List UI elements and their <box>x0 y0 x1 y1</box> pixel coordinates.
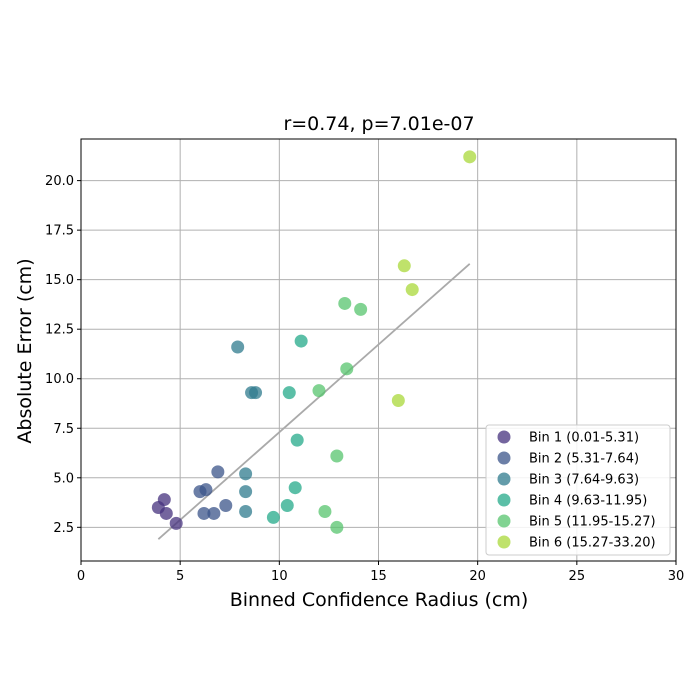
y-tick-label: 5.0 <box>53 471 74 486</box>
data-point-bin-3 <box>249 386 263 400</box>
y-tick-label: 2.5 <box>53 521 74 536</box>
data-point-bin-3 <box>231 340 245 354</box>
data-point-bin-1 <box>157 493 171 507</box>
legend-marker <box>497 514 511 528</box>
x-tick-label: 30 <box>668 569 685 584</box>
data-point-bin-1 <box>169 516 183 530</box>
legend-box <box>485 424 671 556</box>
chart-title: r=0.74, p=7.01e-07 <box>283 113 474 135</box>
x-tick-label: 15 <box>370 569 387 584</box>
data-point-bin-5 <box>354 302 368 316</box>
data-point-bin-4 <box>280 499 294 513</box>
plot-area: 0 5 10 15 20 25 30 2.5 5.0 7.5 10.0 12.5 15.0 17.5 20.… <box>45 138 685 584</box>
data-point-bin-4 <box>294 334 308 348</box>
data-point-bin-4 <box>266 510 280 524</box>
x-tick-label: 20 <box>469 569 486 584</box>
data-point-bin-4 <box>290 433 304 447</box>
data-point-bin-3 <box>239 485 253 499</box>
legend-marker <box>497 430 511 444</box>
y-tick-label: 7.5 <box>53 422 74 437</box>
data-point-bin-5 <box>330 520 344 534</box>
data-point-bin-2 <box>199 483 213 497</box>
x-tick-label: 10 <box>271 569 288 584</box>
legend-marker <box>497 535 511 549</box>
data-point-bin-5 <box>330 449 344 463</box>
y-axis-label: Absolute Error (cm) <box>14 258 36 443</box>
data-point-bin-5 <box>338 296 352 310</box>
legend-label: Bin 6 (15.27-33.20) <box>529 536 656 551</box>
data-point-bin-6 <box>463 150 477 164</box>
data-point-bin-5 <box>318 504 332 518</box>
y-tick-label: 20.0 <box>45 174 74 189</box>
data-point-bin-2 <box>211 465 225 479</box>
data-point-bin-6 <box>391 394 405 408</box>
data-point-bin-4 <box>282 386 296 400</box>
data-point-bin-4 <box>288 481 302 495</box>
x-tick-label: 25 <box>569 569 586 584</box>
legend-marker <box>497 493 511 507</box>
x-tick-label: 5 <box>176 569 184 584</box>
legend-label: Bin 5 (11.95-15.27) <box>529 515 656 530</box>
x-axis-label: Binned Confidence Radius (cm) <box>230 589 529 611</box>
data-point-bin-2 <box>207 506 221 520</box>
y-tick-label: 17.5 <box>45 224 74 239</box>
data-point-bin-2 <box>197 506 211 520</box>
legend-marker <box>497 472 511 486</box>
data-point-bin-3 <box>239 504 253 518</box>
legend-label: Bin 1 (0.01-5.31) <box>529 431 639 446</box>
data-point-bin-6 <box>405 283 419 297</box>
legend: Bin 1 (0.01-5.31) Bin 2 (5.31-7.64) Bin 3 … <box>485 424 671 556</box>
legend-marker <box>497 451 511 465</box>
data-point-bin-5 <box>312 384 326 398</box>
data-point-bin-5 <box>340 362 354 376</box>
data-point-bin-2 <box>219 499 233 513</box>
x-tick-label: 0 <box>77 569 85 584</box>
data-point-bin-3 <box>239 467 253 481</box>
y-tick-label: 15.0 <box>45 273 74 288</box>
y-tick-label: 12.5 <box>45 323 74 338</box>
legend-label: Bin 2 (5.31-7.64) <box>529 452 639 467</box>
data-point-bin-1 <box>159 506 173 520</box>
legend-label: Bin 4 (9.63-11.95) <box>529 494 647 509</box>
y-tick-label: 10.0 <box>45 372 74 387</box>
legend-label: Bin 3 (7.64-9.63) <box>529 473 639 488</box>
data-point-bin-6 <box>397 259 411 273</box>
